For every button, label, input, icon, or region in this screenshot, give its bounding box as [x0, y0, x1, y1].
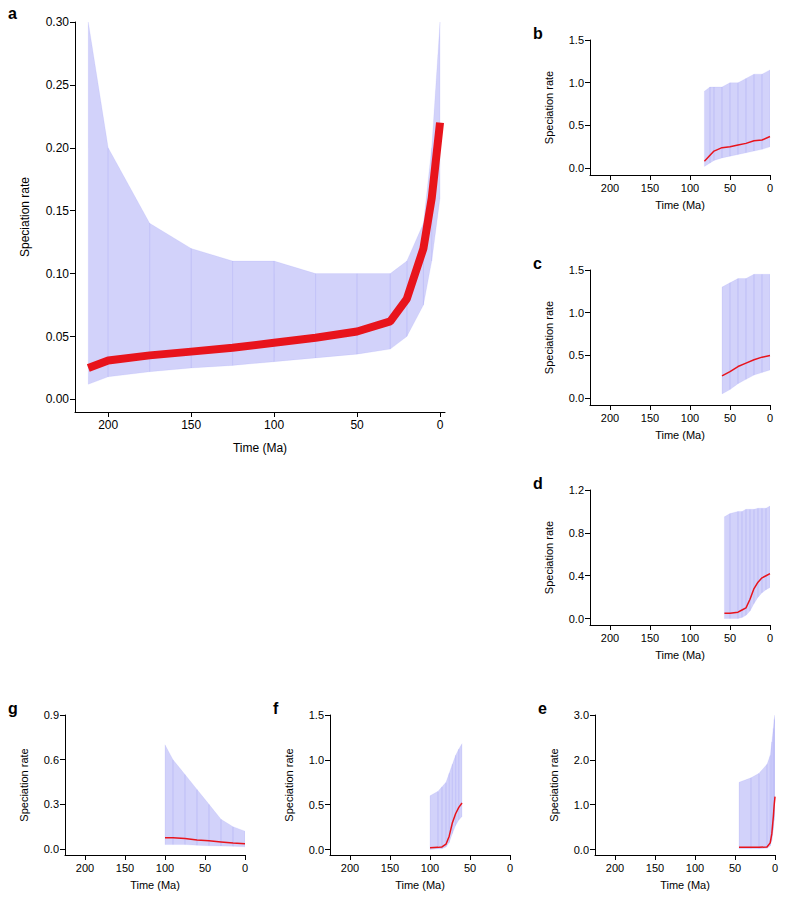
svg-text:1.0: 1.0 — [569, 77, 584, 89]
svg-text:100: 100 — [681, 182, 699, 194]
svg-text:50: 50 — [724, 182, 736, 194]
svg-text:0.20: 0.20 — [46, 141, 70, 155]
svg-text:0.0: 0.0 — [569, 392, 584, 404]
svg-text:0.5: 0.5 — [309, 799, 324, 811]
svg-text:0.6: 0.6 — [44, 754, 59, 766]
svg-text:200: 200 — [98, 418, 118, 432]
svg-text:d: d — [533, 475, 543, 492]
svg-text:50: 50 — [350, 418, 364, 432]
svg-text:Time (Ma): Time (Ma) — [395, 879, 445, 891]
svg-text:Speciation rate: Speciation rate — [548, 748, 560, 821]
svg-text:0: 0 — [507, 862, 513, 874]
svg-text:50: 50 — [199, 862, 211, 874]
svg-text:200: 200 — [76, 862, 94, 874]
svg-text:2.0: 2.0 — [574, 754, 589, 766]
svg-text:50: 50 — [464, 862, 476, 874]
svg-text:0: 0 — [767, 412, 773, 424]
svg-text:0.0: 0.0 — [574, 844, 589, 856]
svg-text:100: 100 — [681, 632, 699, 644]
svg-text:0.05: 0.05 — [46, 330, 70, 344]
svg-text:a: a — [8, 5, 17, 22]
svg-text:Time (Ma): Time (Ma) — [233, 441, 287, 455]
svg-text:0.00: 0.00 — [46, 392, 70, 406]
svg-text:0.5: 0.5 — [569, 349, 584, 361]
svg-text:150: 150 — [641, 412, 659, 424]
svg-text:1.5: 1.5 — [569, 34, 584, 46]
svg-text:0.25: 0.25 — [46, 78, 70, 92]
svg-text:1.0: 1.0 — [574, 799, 589, 811]
svg-text:50: 50 — [724, 632, 736, 644]
svg-text:0: 0 — [767, 182, 773, 194]
svg-text:b: b — [533, 25, 543, 42]
svg-text:0.30: 0.30 — [46, 15, 70, 29]
svg-text:0.0: 0.0 — [569, 613, 584, 625]
svg-text:100: 100 — [264, 418, 284, 432]
svg-text:0.0: 0.0 — [44, 843, 59, 855]
svg-text:150: 150 — [116, 862, 134, 874]
svg-text:3.0: 3.0 — [574, 709, 589, 721]
svg-text:150: 150 — [181, 418, 201, 432]
svg-text:0.10: 0.10 — [46, 267, 70, 281]
svg-text:0.5: 0.5 — [569, 119, 584, 131]
svg-text:50: 50 — [724, 412, 736, 424]
svg-text:1.2: 1.2 — [569, 484, 584, 496]
svg-text:100: 100 — [156, 862, 174, 874]
svg-text:Speciation rate: Speciation rate — [543, 521, 555, 594]
svg-text:f: f — [273, 700, 279, 717]
svg-text:0: 0 — [767, 632, 773, 644]
svg-text:1.5: 1.5 — [309, 709, 324, 721]
svg-text:100: 100 — [686, 862, 704, 874]
svg-text:Time (Ma): Time (Ma) — [655, 429, 705, 441]
svg-text:1.0: 1.0 — [569, 307, 584, 319]
svg-text:0.4: 0.4 — [569, 570, 584, 582]
svg-text:200: 200 — [601, 182, 619, 194]
svg-text:1.5: 1.5 — [569, 264, 584, 276]
svg-text:0: 0 — [437, 418, 444, 432]
svg-text:1.0: 1.0 — [309, 754, 324, 766]
svg-text:150: 150 — [646, 862, 664, 874]
svg-text:Time (Ma): Time (Ma) — [130, 879, 180, 891]
svg-text:0.0: 0.0 — [569, 162, 584, 174]
svg-text:c: c — [533, 255, 542, 272]
svg-text:Time (Ma): Time (Ma) — [655, 649, 705, 661]
svg-text:Speciation rate: Speciation rate — [18, 748, 30, 821]
svg-text:Time (Ma): Time (Ma) — [655, 199, 705, 211]
svg-text:50: 50 — [729, 862, 741, 874]
svg-text:Speciation rate: Speciation rate — [18, 177, 32, 257]
svg-text:0: 0 — [242, 862, 248, 874]
svg-text:200: 200 — [601, 412, 619, 424]
svg-text:0.15: 0.15 — [46, 204, 70, 218]
svg-text:0: 0 — [772, 862, 778, 874]
svg-text:200: 200 — [606, 862, 624, 874]
svg-text:200: 200 — [601, 632, 619, 644]
svg-text:0.3: 0.3 — [44, 798, 59, 810]
svg-text:0.9: 0.9 — [44, 709, 59, 721]
svg-text:g: g — [8, 700, 18, 717]
svg-text:150: 150 — [381, 862, 399, 874]
svg-text:100: 100 — [421, 862, 439, 874]
svg-text:Speciation rate: Speciation rate — [543, 301, 555, 374]
svg-text:100: 100 — [681, 412, 699, 424]
svg-text:150: 150 — [641, 182, 659, 194]
svg-text:200: 200 — [341, 862, 359, 874]
svg-text:e: e — [538, 700, 547, 717]
svg-text:Speciation rate: Speciation rate — [543, 71, 555, 144]
svg-text:150: 150 — [641, 632, 659, 644]
svg-text:Time (Ma): Time (Ma) — [660, 879, 710, 891]
svg-text:0.0: 0.0 — [309, 844, 324, 856]
svg-text:0.8: 0.8 — [569, 527, 584, 539]
svg-text:Speciation rate: Speciation rate — [283, 748, 295, 821]
